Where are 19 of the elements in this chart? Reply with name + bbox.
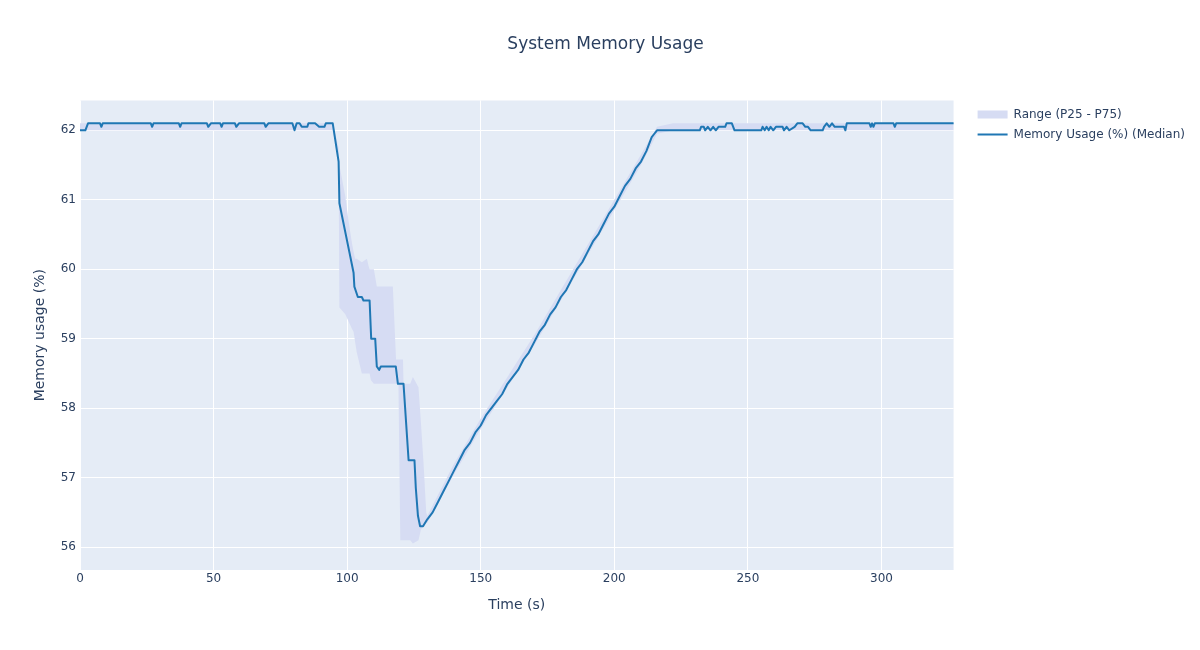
y-tick-label: 59 <box>60 330 76 345</box>
chart-title: System Memory Usage <box>507 32 704 53</box>
y-axis-title: Memory usage (%) <box>31 269 48 402</box>
x-tick-label: 200 <box>602 571 626 586</box>
x-tick-label: 250 <box>736 571 760 586</box>
y-tick-label: 57 <box>60 469 76 484</box>
x-tick-label: 50 <box>205 571 222 586</box>
x-tick-label: 0 <box>76 571 84 586</box>
x-tick-label: 300 <box>870 571 893 586</box>
y-tick-label: 62 <box>60 122 76 137</box>
y-tick-label: 58 <box>60 400 76 415</box>
legend-label: Memory Usage (%) (Median) <box>1013 126 1186 141</box>
x-tick-label: 150 <box>469 571 493 586</box>
y-tick-label: 61 <box>60 191 76 206</box>
x-axis-title: Time (s) <box>487 596 546 613</box>
y-tick-label: 56 <box>60 539 76 554</box>
y-tick-label: 60 <box>60 261 76 276</box>
x-tick-label: 100 <box>335 571 359 586</box>
legend-label: Range (P25 - P75) <box>1013 106 1122 121</box>
